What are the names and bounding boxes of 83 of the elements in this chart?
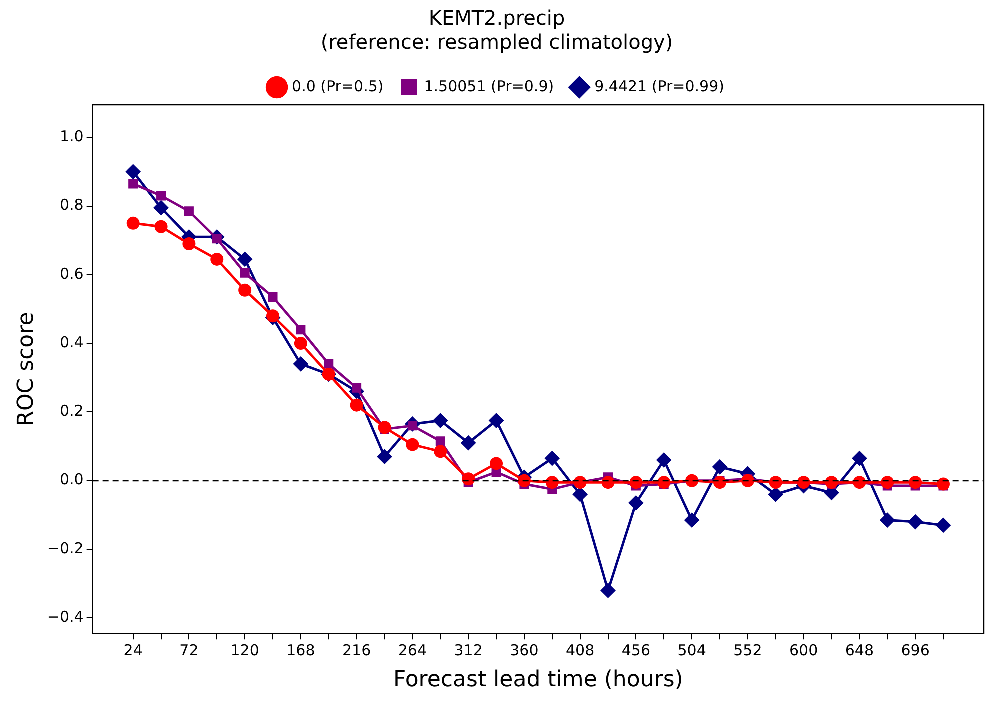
point bbox=[489, 413, 504, 428]
x-tick-label: 696 bbox=[901, 641, 930, 660]
point bbox=[238, 252, 253, 267]
point bbox=[378, 421, 392, 434]
y-axis-title: ROC score bbox=[14, 312, 39, 426]
point bbox=[350, 398, 364, 412]
point bbox=[462, 472, 476, 486]
point bbox=[128, 179, 138, 189]
point bbox=[825, 476, 838, 490]
x-tick-label: 72 bbox=[180, 641, 199, 660]
point bbox=[712, 460, 728, 475]
legend-label: 9.4421 (Pr=0.99) bbox=[594, 77, 724, 96]
point bbox=[768, 487, 784, 502]
text: KEMT2.precip bbox=[428, 6, 566, 30]
point bbox=[461, 436, 476, 451]
point bbox=[156, 191, 166, 201]
x-tick-label: 120 bbox=[230, 641, 260, 660]
point bbox=[600, 583, 616, 598]
point bbox=[908, 514, 924, 530]
point bbox=[936, 478, 950, 491]
point bbox=[266, 310, 280, 323]
point bbox=[296, 325, 306, 335]
x-tick-label: 168 bbox=[286, 641, 316, 660]
x-tick-label: 264 bbox=[398, 641, 428, 660]
point bbox=[126, 164, 141, 180]
point bbox=[852, 451, 868, 466]
point bbox=[154, 220, 168, 234]
point bbox=[324, 359, 334, 369]
point bbox=[268, 292, 278, 302]
x-tick-label: 648 bbox=[845, 641, 874, 660]
y-tick-label: 0.4 bbox=[60, 333, 84, 352]
point bbox=[518, 474, 531, 488]
y-tick-label: 1.0 bbox=[60, 128, 84, 146]
point bbox=[433, 413, 448, 428]
point bbox=[544, 451, 560, 466]
point bbox=[182, 238, 196, 251]
y-tick-label: −0.2 bbox=[47, 539, 84, 558]
point bbox=[377, 449, 392, 464]
x-tick-label: 24 bbox=[124, 641, 143, 660]
point bbox=[238, 284, 252, 297]
point bbox=[184, 206, 194, 216]
point bbox=[406, 438, 420, 452]
y-tick-label: 0.8 bbox=[60, 196, 84, 214]
point bbox=[602, 476, 615, 490]
x-tick-label: 360 bbox=[510, 641, 539, 660]
point bbox=[630, 476, 643, 490]
x-tick-label: 312 bbox=[454, 641, 483, 660]
x-tick-label: 552 bbox=[734, 641, 762, 660]
point bbox=[154, 200, 169, 216]
x-tick-label: 504 bbox=[678, 641, 706, 660]
point bbox=[546, 476, 559, 490]
point bbox=[684, 512, 700, 528]
point bbox=[741, 474, 754, 488]
x-axis-title: Forecast lead time (hours) bbox=[393, 668, 684, 693]
point bbox=[240, 268, 250, 278]
y-tick-label: 0.2 bbox=[60, 402, 84, 420]
point bbox=[658, 476, 671, 490]
point bbox=[881, 476, 894, 490]
text: (reference: resampled climatology) bbox=[320, 30, 674, 54]
x-tick-label: 216 bbox=[342, 641, 372, 660]
y-tick-label: 0.6 bbox=[60, 264, 84, 283]
y-tick-label: 0.0 bbox=[60, 470, 84, 489]
point bbox=[434, 445, 448, 458]
point bbox=[293, 356, 308, 372]
y-tick-label: −0.4 bbox=[47, 608, 84, 626]
point bbox=[210, 252, 224, 266]
point bbox=[909, 476, 922, 490]
point bbox=[352, 383, 362, 393]
point bbox=[490, 457, 504, 470]
x-tick-label: 600 bbox=[789, 641, 818, 660]
point bbox=[436, 436, 446, 446]
legend-label: 1.50051 (Pr=0.9) bbox=[424, 77, 554, 96]
point bbox=[656, 452, 672, 468]
x-tick-label: 408 bbox=[566, 641, 595, 660]
point bbox=[572, 487, 588, 502]
point bbox=[126, 216, 140, 230]
x-tick-label: 456 bbox=[622, 641, 651, 660]
point bbox=[628, 496, 644, 511]
point bbox=[714, 476, 726, 490]
point bbox=[294, 337, 308, 350]
legend-label: 0.0 (Pr=0.5) bbox=[292, 77, 384, 96]
point bbox=[880, 512, 896, 528]
point bbox=[936, 518, 951, 533]
